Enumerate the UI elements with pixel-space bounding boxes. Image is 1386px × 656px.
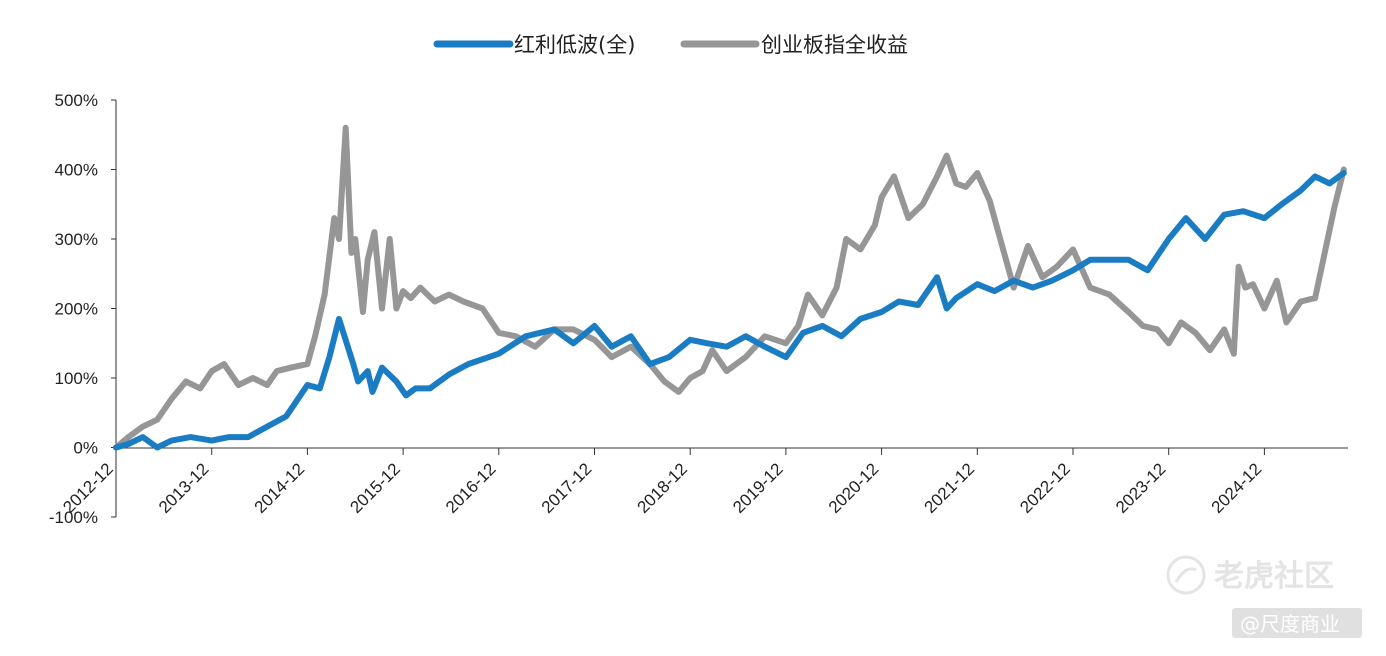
legend-label-series-1: 红利低波(全) [514, 33, 635, 57]
x-tick-label: 2023-12 [1112, 459, 1170, 517]
legend: 红利低波(全) 创业板指全收益 [433, 33, 908, 57]
watermark-logo-mark [1174, 567, 1197, 583]
y-tick-label: 0% [73, 439, 98, 458]
legend-label-series-2: 创业板指全收益 [761, 33, 908, 57]
x-tick-label: 2015-12 [346, 459, 404, 517]
y-tick-label: 100% [55, 369, 98, 388]
series-line-chinext-total-return [113, 124, 1347, 451]
x-tick-label: 2021-12 [921, 459, 979, 517]
axes [115, 100, 1348, 517]
x-tick-label: 2016-12 [442, 459, 500, 517]
series-layer [113, 124, 1347, 451]
y-tick-label: 400% [55, 161, 98, 180]
x-tick-label: 2013-12 [155, 459, 213, 517]
x-tick-label: 2022-12 [1016, 459, 1074, 517]
watermark: 老虎社区 @尺度商业 [1166, 555, 1362, 638]
x-tick-label: 2018-12 [633, 459, 691, 517]
x-tick-label: 2017-12 [538, 459, 596, 517]
y-tick-label: 200% [55, 300, 98, 319]
x-tick-label: 2014-12 [251, 459, 309, 517]
x-tick-label: 2020-12 [825, 459, 883, 517]
y-ticks: 500% 400% 300% 200% 100% 0% -100% [49, 91, 116, 527]
watermark-sub-bg [1232, 608, 1362, 638]
watermark-sub-text: @尺度商业 [1240, 612, 1340, 636]
watermark-logo-icon [1166, 555, 1206, 595]
y-tick-label: 500% [55, 91, 98, 110]
y-tick-label: -100% [49, 508, 98, 527]
x-tick-label: 2024-12 [1208, 459, 1266, 517]
x-tick-label: 2019-12 [729, 459, 787, 517]
watermark-main-text: 老虎社区 [1214, 559, 1334, 594]
y-tick-label: 300% [55, 230, 98, 249]
x-ticks: 2012-12 2013-12 2014-12 2015-12 2016-12 2017-… [59, 448, 1265, 517]
series-line-dividend-low-vol [113, 170, 1347, 451]
